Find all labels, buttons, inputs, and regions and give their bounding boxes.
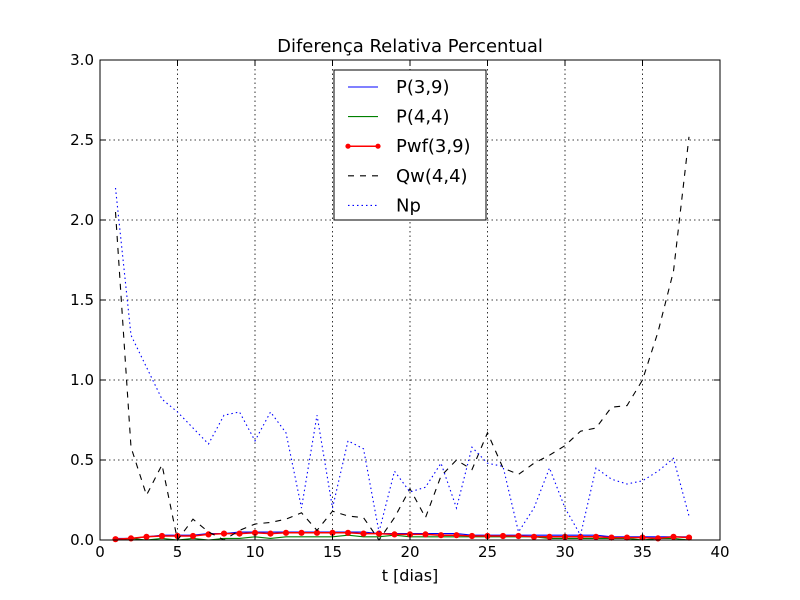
legend-label: P(4,4) [396,107,450,128]
data-point [236,530,243,537]
x-tick-label: 25 [478,543,497,561]
y-tick-label: 1.0 [70,371,94,389]
legend-marker [375,143,381,149]
y-tick-label: 0.0 [70,531,94,549]
data-point [608,534,615,541]
data-point [546,533,553,540]
data-point [344,529,352,536]
y-tick-label: 0.5 [70,451,94,469]
tick-labels: 0 5 10 15 20 25 30 35 40 0.0 0.5 1.0 1.5 2.0 2.5 3.0 [70,51,729,561]
data-point [158,532,166,540]
legend-label: Pwf(3,9) [396,136,471,157]
data-point [623,534,631,541]
data-point [685,534,693,541]
series-np [114,187,690,537]
y-tick-label: 1.5 [70,291,94,309]
data-point [282,529,290,536]
series-pwf-3-9 [112,529,693,543]
data-point [499,532,507,540]
x-axis-label: t [dias] [382,566,439,585]
legend-label: P(3,9) [396,77,450,98]
data-point [592,533,600,540]
data-point [143,533,150,540]
legend-box [333,69,487,221]
legend-label: Qw(4,4) [396,166,468,187]
series-group [112,136,693,543]
data-point [437,532,445,539]
data-point [453,532,460,539]
data-point [515,532,522,540]
x-tick-label: 40 [710,543,729,561]
x-tick-label: 20 [400,543,419,561]
data-point [530,533,538,540]
data-point [112,536,119,543]
y-tick-label: 2.5 [70,131,94,149]
chart-title: Diferença Relativa Percentual [277,36,543,57]
data-point [670,533,677,540]
data-point [220,530,228,537]
x-tick-label: 15 [323,543,342,561]
x-tick-label: 0 [95,543,105,561]
x-tick-label: 30 [555,543,574,561]
data-point [468,532,476,540]
data-point [267,530,274,537]
data-point [189,532,197,540]
data-point [360,530,367,537]
legend-label: Np [396,195,421,216]
y-tick-label: 3.0 [70,51,94,69]
x-tick-label: 10 [245,543,264,561]
legend-marker [345,143,351,149]
x-tick-label: 35 [633,543,652,561]
data-point [298,529,305,536]
data-point [391,531,398,538]
series-line-qw-4-4 [114,136,690,542]
series-qw-4-4 [114,136,690,542]
y-tick-label: 2.0 [70,211,94,229]
data-point [422,531,429,538]
legend: P(3,9) P(4,4) Pwf(3,9) Qw(4,4) Np [333,69,487,221]
axis-ticks [99,59,721,541]
series-line-np [114,187,690,537]
x-tick-label: 5 [173,543,183,561]
